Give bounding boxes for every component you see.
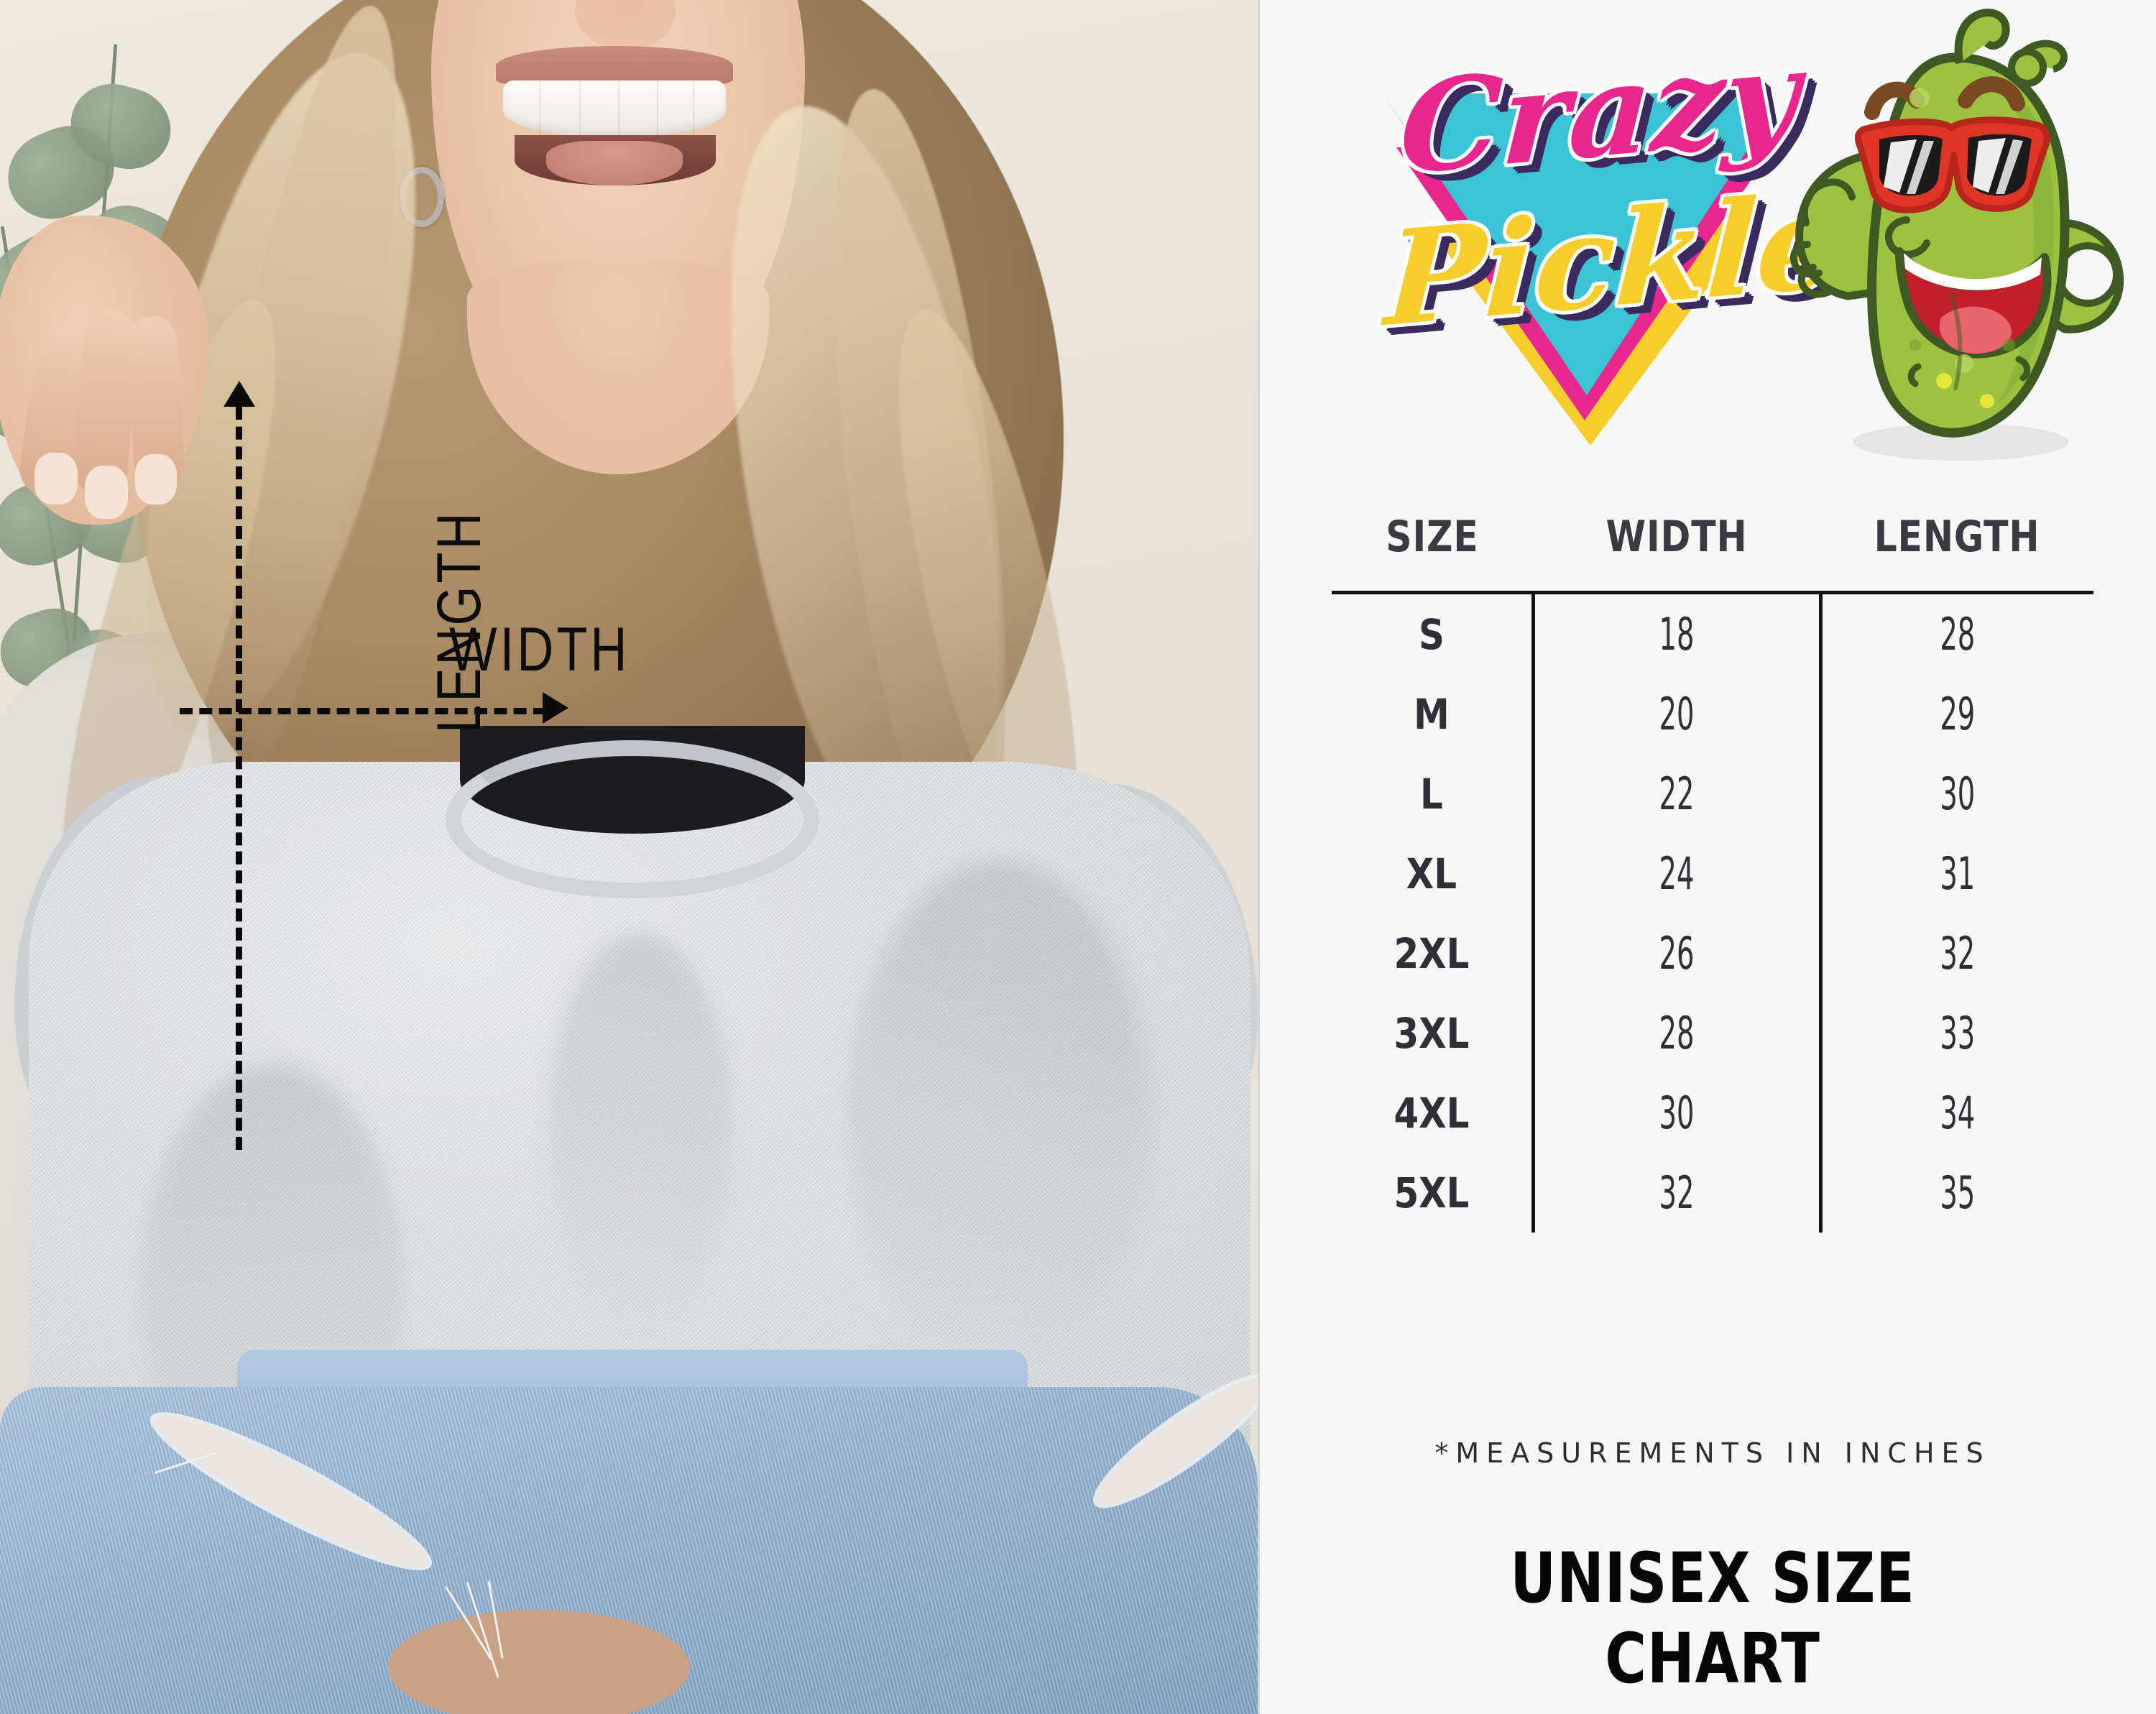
product-photo: WIDTH LENGTH — [0, 0, 1258, 1714]
cell-length: 31 — [1940, 847, 1976, 900]
table-row: L 22 30 — [1332, 754, 2093, 834]
table-row: 2XL 26 32 — [1332, 913, 2093, 993]
table-row: 5XL 32 35 — [1332, 1153, 2093, 1232]
measurements-table: SIZE WIDTH LENGTH S 18 28 M 20 29 — [1332, 496, 2093, 1232]
table-row: XL 24 31 — [1332, 834, 2093, 913]
size-table: SIZE WIDTH LENGTH S 18 28 M 20 29 — [1332, 496, 2093, 1232]
column-header-length: LENGTH — [1874, 512, 2040, 562]
table-row: S 18 28 — [1332, 592, 2093, 674]
cell-size: S — [1418, 609, 1445, 659]
skin-through-rip — [388, 1610, 690, 1714]
logo-triangles — [1382, 93, 1784, 446]
cell-length: 32 — [1940, 927, 1976, 980]
cell-width: 26 — [1586, 913, 1767, 993]
logo-word-crazy: Crazy — [1396, 20, 1802, 203]
size-chart-panel: Crazy Pickle — [1258, 0, 2156, 1714]
cell-size: 2XL — [1393, 929, 1470, 978]
table-body: S 18 28 M 20 29 L 22 30 XL — [1332, 592, 2093, 1232]
cell-length: 28 — [1940, 608, 1976, 660]
fabric-fold — [848, 862, 1150, 1365]
tongue — [546, 141, 683, 185]
page-title-text: UNISEX SIZE CHART — [1510, 1538, 1915, 1699]
cell-length: 29 — [1940, 688, 1976, 740]
cell-width: 30 — [1586, 1073, 1767, 1153]
cell-width: 28 — [1586, 993, 1767, 1073]
cell-width: 32 — [1586, 1153, 1767, 1232]
fingernail — [85, 466, 128, 519]
cell-width: 18 — [1586, 592, 1767, 674]
fingernail — [135, 454, 177, 504]
cell-length: 33 — [1940, 1007, 1976, 1059]
pickle-mascot-icon — [1763, 7, 2137, 467]
cell-size: XL — [1406, 849, 1457, 898]
measurement-units-note: *MEASUREMENTS IN INCHES — [1434, 1437, 1991, 1469]
cell-size: 4XL — [1393, 1088, 1470, 1138]
column-header-size: SIZE — [1386, 512, 1479, 562]
crazy-pickle-logo: Crazy Pickle — [1382, 14, 1845, 446]
teeth — [503, 80, 726, 137]
table-header-row: SIZE WIDTH LENGTH — [1332, 496, 2093, 593]
cell-length: 30 — [1940, 768, 1976, 820]
table-head: SIZE WIDTH LENGTH — [1332, 496, 2093, 593]
cell-size: L — [1420, 769, 1443, 819]
cell-width: 20 — [1586, 674, 1767, 754]
upper-lip — [496, 46, 733, 86]
cell-size: 3XL — [1393, 1008, 1470, 1058]
page-title: UNISEX SIZE CHART — [1332, 1538, 2093, 1699]
cell-width: 24 — [1586, 834, 1767, 913]
cell-length: 34 — [1940, 1087, 1976, 1139]
column-header-width: WIDTH — [1606, 512, 1748, 562]
cell-size: 5XL — [1393, 1168, 1470, 1217]
tshirt-collar — [446, 740, 819, 898]
table-row: 4XL 30 34 — [1332, 1073, 2093, 1153]
cell-size: M — [1414, 689, 1450, 739]
cell-width: 22 — [1586, 754, 1767, 834]
fabric-fold — [546, 934, 733, 1337]
table-row: M 20 29 — [1332, 674, 2093, 754]
fingernail — [34, 453, 78, 504]
table-row: 3XL 28 33 — [1332, 993, 2093, 1073]
cell-length: 35 — [1940, 1166, 1976, 1219]
brand-header: Crazy Pickle — [1260, 0, 2156, 474]
